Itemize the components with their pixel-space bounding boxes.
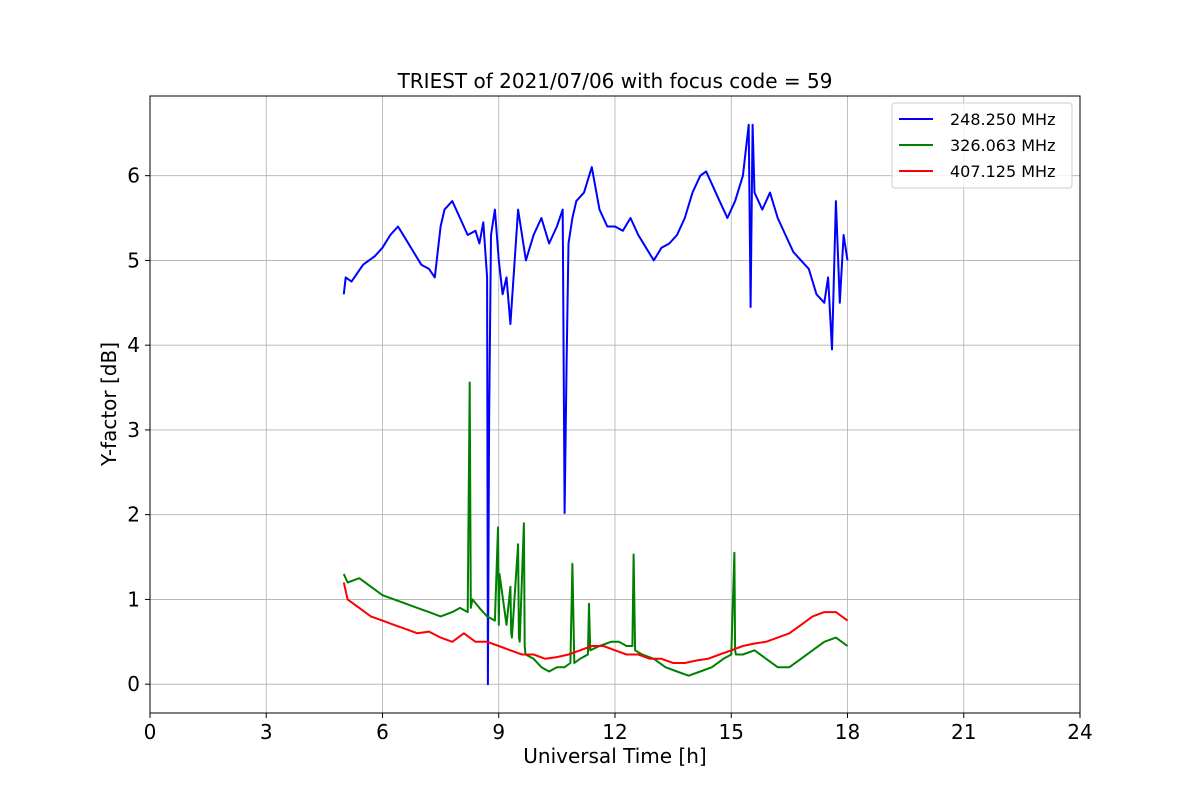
y-axis-ticks: 0 1 2 3 4 5 6 <box>127 164 150 696</box>
x-tick-label: 15 <box>719 720 744 744</box>
series-line-3 <box>342 582 849 664</box>
y-tick-label: 3 <box>127 418 140 442</box>
legend-label: 248.250 MHz <box>950 110 1055 129</box>
x-tick-label: 0 <box>144 720 157 744</box>
y-tick-label: 2 <box>127 503 140 527</box>
chart-legend: 248.250 MHz 326.063 MHz 407.125 MHz <box>891 102 1073 189</box>
legend-label: 407.125 MHz <box>950 162 1055 181</box>
x-axis-label: Universal Time [h] <box>523 744 706 768</box>
data-series <box>342 123 849 686</box>
legend-label: 326.063 MHz <box>950 136 1055 155</box>
x-tick-label: 21 <box>951 720 976 744</box>
y-tick-label: 6 <box>127 164 140 188</box>
x-tick-label: 24 <box>1067 720 1092 744</box>
x-tick-label: 12 <box>602 720 627 744</box>
y-tick-label: 5 <box>127 248 140 272</box>
y-tick-label: 4 <box>127 333 140 357</box>
x-axis-ticks: 0 3 6 9 12 15 18 21 24 <box>144 713 1093 744</box>
y-tick-label: 0 <box>127 672 140 696</box>
y-axis-label: Y-factor [dB] <box>97 342 121 467</box>
y-tick-label: 1 <box>127 587 140 611</box>
x-tick-label: 3 <box>260 720 273 744</box>
series-line-2 <box>342 381 849 677</box>
x-tick-label: 9 <box>492 720 505 744</box>
grid-lines <box>149 96 1081 713</box>
chart-title: TRIEST of 2021/07/06 with focus code = 5… <box>397 69 833 93</box>
legend-box <box>891 102 1073 189</box>
x-tick-label: 6 <box>376 720 389 744</box>
series-line-1 <box>342 123 849 686</box>
x-tick-label: 18 <box>835 720 860 744</box>
